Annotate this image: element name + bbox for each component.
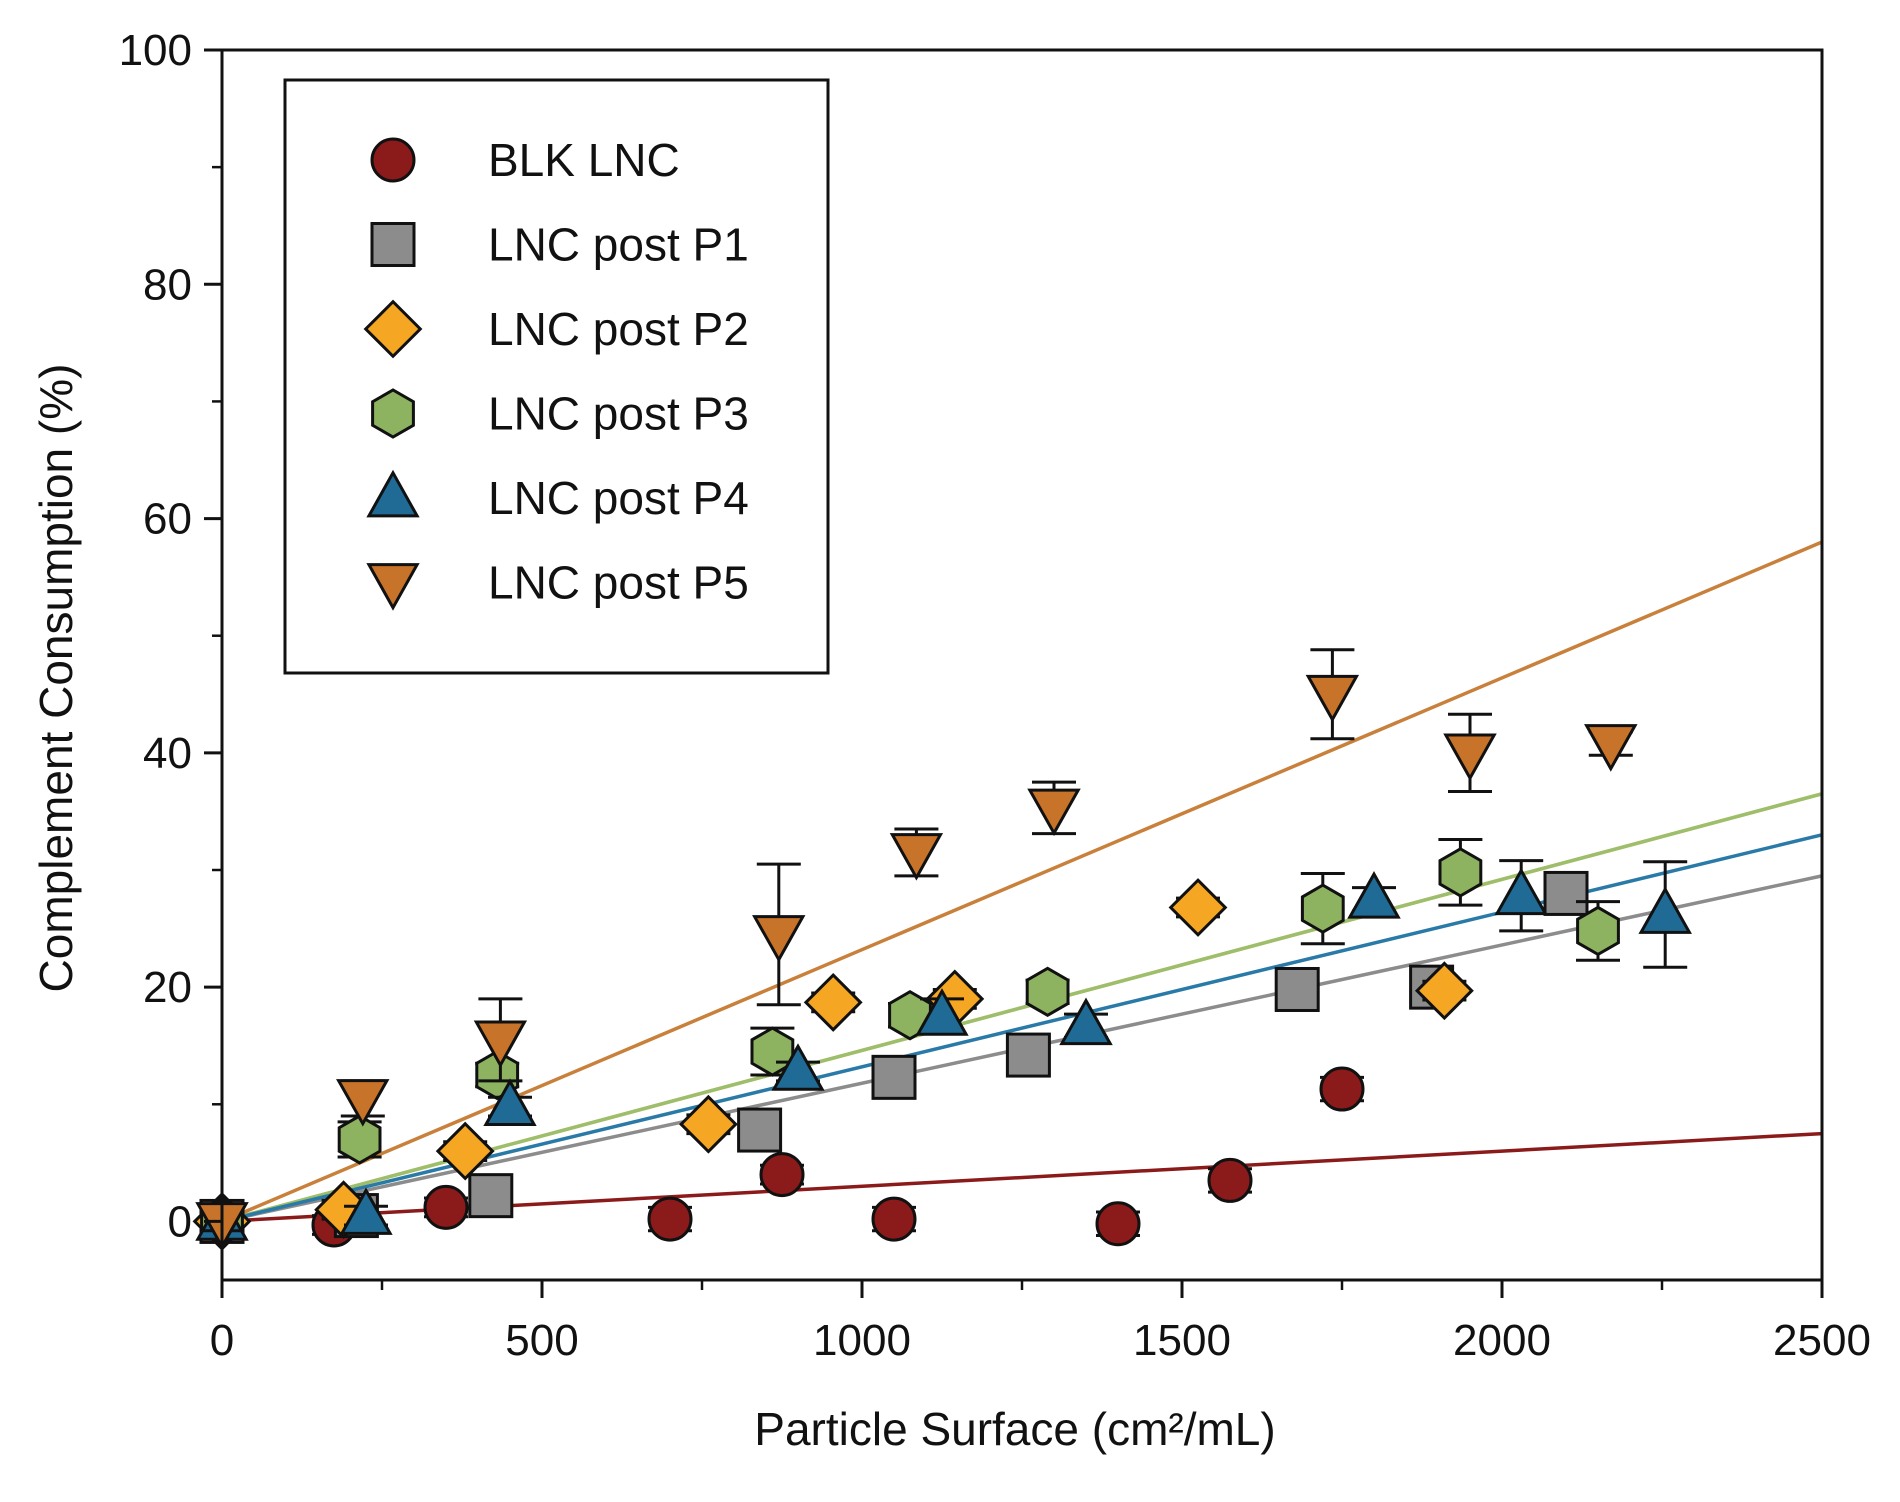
legend-label: LNC post P5 (488, 557, 749, 609)
data-point (1494, 867, 1548, 916)
data-point (473, 1020, 528, 1069)
y-tick-label: 100 (119, 26, 192, 75)
data-point (468, 1173, 514, 1219)
legend-entry: LNC post P3 (371, 388, 749, 440)
data-point (759, 1152, 805, 1198)
legend-label: LNC post P3 (488, 388, 749, 440)
data-point (1638, 886, 1692, 934)
data-point (1347, 871, 1401, 919)
data-point (1438, 847, 1483, 898)
legend-marker (366, 563, 420, 611)
data-point (1095, 1201, 1141, 1247)
series-5 (195, 859, 1692, 1241)
x-tick-label: 0 (210, 1316, 234, 1365)
legend-entry: LNC post P2 (363, 299, 749, 359)
x-tick-label: 2500 (1773, 1316, 1871, 1365)
legend-label: BLK LNC (488, 134, 680, 186)
data-point (1576, 905, 1620, 957)
legend-marker (370, 222, 416, 267)
data-point (1168, 878, 1228, 937)
data-point (1207, 1157, 1253, 1203)
data-point (915, 988, 969, 1036)
data-point (737, 1107, 783, 1153)
y-tick-label: 0 (168, 1197, 192, 1246)
legend-marker (370, 137, 416, 183)
data-point (1543, 870, 1589, 916)
data-point (1414, 961, 1474, 1021)
data-point (871, 1054, 917, 1100)
series-3 (192, 878, 1474, 1251)
x-tick-label: 1000 (813, 1316, 911, 1365)
series-6 (195, 648, 1638, 1250)
data-point (1005, 1032, 1051, 1078)
data-point (1305, 674, 1360, 723)
y-tick-label: 60 (143, 495, 192, 544)
data-point (339, 1187, 393, 1235)
legend-label: LNC post P2 (488, 303, 749, 355)
legend: BLK LNC LNC post P1 LNC post P2 LNC post P3… (283, 78, 830, 675)
legend-label: LNC post P4 (488, 472, 749, 524)
x-tick-label: 1500 (1133, 1316, 1231, 1365)
y-tick-label: 40 (143, 729, 192, 778)
data-point (1025, 966, 1070, 1018)
legend-label: LNC post P1 (488, 219, 749, 271)
data-point (752, 915, 806, 963)
data-point (647, 1196, 693, 1242)
legend-marker (371, 388, 415, 439)
y-axis-title: Complement Consumption (%) (30, 364, 82, 993)
data-point (435, 1121, 495, 1181)
data-point (1443, 733, 1497, 782)
y-tick-label: 20 (143, 963, 192, 1012)
x-tick-label: 2000 (1453, 1316, 1551, 1365)
legend-entry: BLK LNC (370, 134, 680, 186)
data-point (889, 833, 944, 881)
data-point (423, 1184, 469, 1230)
data-point (678, 1094, 738, 1154)
series-2 (199, 870, 1589, 1244)
legend-entry: LNC post P1 (370, 219, 749, 271)
legend-entry: LNC post P4 (366, 469, 749, 524)
legend-marker (366, 469, 420, 518)
fit-line-6 (221, 540, 1823, 1224)
data-point (336, 1079, 390, 1127)
data-point (1027, 788, 1081, 837)
data-point (1319, 1066, 1365, 1112)
data-point (871, 1196, 917, 1242)
y-tick-label: 80 (143, 260, 192, 309)
legend-entry: LNC post P5 (366, 557, 749, 611)
data-point (337, 1114, 382, 1165)
x-tick-label: 500 (505, 1316, 578, 1365)
data-point (771, 1043, 825, 1091)
legend-marker (363, 299, 423, 359)
data-point (483, 1078, 537, 1126)
data-point (1584, 724, 1638, 772)
data-point (1059, 997, 1113, 1046)
data-point (888, 989, 932, 1041)
data-points (192, 648, 1692, 1251)
data-point (1300, 883, 1345, 934)
data-point (1274, 966, 1320, 1012)
data-point (803, 972, 863, 1032)
x-axis-title: Particle Surface (cm²/mL) (754, 1403, 1275, 1455)
axes: 0 500 1000 1500 2000 2500 0 20 40 60 80 100 (119, 26, 1871, 1365)
